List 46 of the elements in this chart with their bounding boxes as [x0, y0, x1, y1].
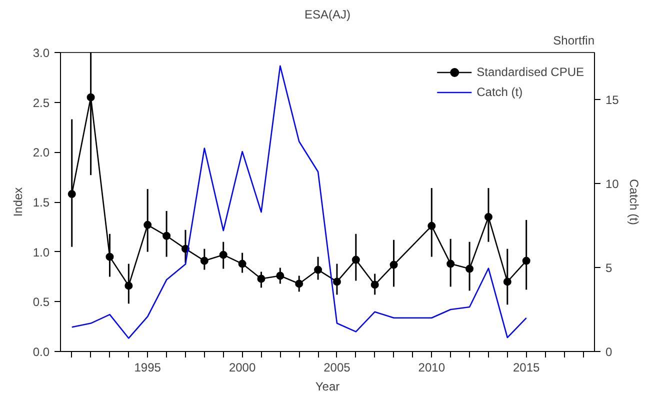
point — [503, 278, 512, 286]
point — [370, 280, 379, 289]
point — [200, 256, 208, 265]
point — [522, 256, 530, 265]
x-axis-title: Year — [315, 380, 340, 394]
x-tick-label: 1995 — [134, 360, 162, 374]
point — [332, 278, 341, 286]
point — [219, 250, 228, 259]
y-tick-label: 2.5 — [32, 96, 50, 110]
y2-tick-label: 10 — [606, 177, 620, 192]
legend-label: Catch (t) — [476, 85, 523, 99]
point — [352, 256, 360, 264]
y-axis-title: Index — [10, 187, 25, 217]
point — [484, 212, 492, 221]
point — [68, 190, 76, 198]
point — [162, 232, 171, 240]
y-tick-label: 0.5 — [32, 295, 50, 310]
x-tick-label: 2000 — [228, 360, 256, 374]
y2-tick-label: 5 — [606, 261, 612, 276]
x-tick-label: 2015 — [512, 360, 540, 374]
point — [124, 282, 133, 290]
chart-title: ESA(AJ) — [304, 8, 351, 22]
point — [314, 266, 322, 274]
point — [466, 264, 474, 273]
y-tick-label: 2.0 — [32, 146, 50, 160]
y2-tick-label: 15 — [606, 93, 620, 108]
y2-axis-title: Catch (t) — [626, 178, 641, 226]
y-tick-label: 3.0 — [32, 46, 50, 60]
point — [276, 272, 284, 280]
point — [428, 222, 436, 230]
x-tick-label: 2005 — [324, 360, 351, 374]
y-tick-label: 1.5 — [32, 196, 50, 210]
point — [106, 252, 114, 261]
legend-label: Standardised CPUE — [476, 65, 584, 79]
text: Shortfin — [553, 34, 595, 48]
point — [295, 280, 304, 288]
x-tick-label: 2010 — [418, 360, 446, 374]
point — [86, 93, 95, 102]
y2-tick-label: 0 — [606, 345, 612, 359]
point — [238, 260, 246, 268]
y-tick-label: 1.0 — [32, 245, 50, 260]
y-tick-label: 0.0 — [32, 345, 50, 359]
point — [390, 260, 398, 269]
point — [257, 274, 266, 283]
point — [446, 260, 455, 268]
point — [144, 220, 152, 229]
